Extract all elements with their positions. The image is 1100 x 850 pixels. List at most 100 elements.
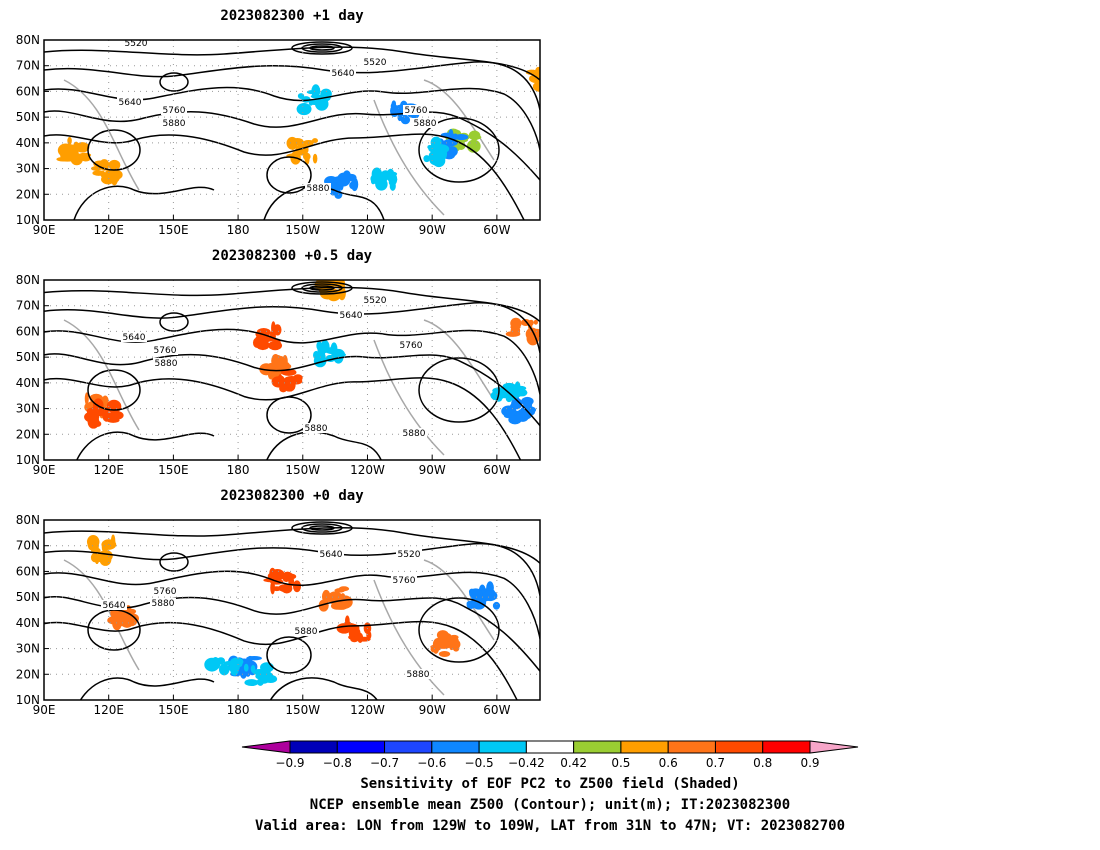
- lon-tick-label: 150W: [285, 703, 320, 717]
- sensitivity-shading: [542, 68, 550, 77]
- z500-contour: [266, 431, 382, 460]
- colorbar-tick-label: −0.5: [465, 756, 494, 770]
- sensitivity-shading: [257, 679, 264, 686]
- contour-label: 5520: [125, 39, 148, 49]
- z500-contour: [291, 281, 353, 295]
- lon-tick-label: 90E: [33, 223, 56, 237]
- lon-tick-label: 120W: [350, 703, 385, 717]
- lat-tick-label: 20N: [16, 427, 40, 441]
- contour-label: 5760: [393, 576, 416, 586]
- contour-label: 5880: [403, 429, 426, 439]
- contour-label: 5880: [414, 119, 437, 129]
- sensitivity-shading: [125, 616, 137, 627]
- lon-tick-label: 180: [227, 703, 250, 717]
- sensitivity-shading: [549, 84, 561, 95]
- sensitivity-shading: [330, 342, 338, 355]
- sensitivity-shading: [336, 352, 346, 357]
- contour-label: 5520: [364, 296, 387, 306]
- z500-contour: [73, 185, 215, 220]
- contour-label: 5640: [332, 69, 355, 79]
- contour-label: 5640: [123, 333, 146, 343]
- sensitivity-shading: [431, 144, 444, 156]
- lat-tick-label: 10N: [16, 693, 40, 707]
- sensitivity-shading: [432, 154, 446, 168]
- z500-contour: [44, 133, 525, 220]
- lon-tick-label: 150W: [285, 223, 320, 237]
- sensitivity-shading: [482, 590, 498, 602]
- panel-title: 2023082300 +0 day: [220, 488, 364, 504]
- sensitivity-shading: [388, 178, 394, 186]
- colorbar-max-arrow: [809, 740, 859, 754]
- colorbar-segment: [478, 740, 527, 754]
- sensitivity-shading: [292, 580, 302, 593]
- sensitivity-shading: [452, 644, 460, 652]
- colorbar-tick-label: 0.6: [659, 756, 678, 770]
- sensitivity-shading: [87, 536, 96, 551]
- panel-title: 2023082300 +0.5 day: [212, 248, 373, 264]
- contour-label: 5760: [405, 106, 428, 116]
- lat-tick-label: 70N: [16, 59, 40, 73]
- sensitivity-shading: [342, 273, 349, 278]
- lat-tick-label: 20N: [16, 667, 40, 681]
- sensitivity-shading: [111, 170, 123, 180]
- sensitivity-shading: [549, 83, 553, 93]
- sensitivity-shading: [348, 634, 355, 640]
- map-panel: 2023082300 +1 day 5520 5520 5640 5640 5760 576…: [16, 8, 561, 237]
- sensitivity-shading: [311, 85, 319, 99]
- lon-tick-label: 90W: [419, 463, 446, 477]
- sensitivity-shading: [503, 413, 514, 419]
- colorbar-segment: [762, 740, 811, 754]
- lon-tick-label: 120E: [93, 703, 124, 717]
- lon-tick-label: 150E: [158, 703, 189, 717]
- sensitivity-shading: [357, 632, 364, 643]
- sensitivity-shading: [336, 172, 351, 187]
- z500-contour: [301, 523, 343, 533]
- colorbar-tick-label: 0.8: [753, 756, 772, 770]
- lat-tick-label: 50N: [16, 110, 40, 124]
- sensitivity-shading: [218, 663, 230, 676]
- sensitivity-shading: [541, 79, 549, 89]
- sensitivity-shading: [264, 674, 278, 684]
- sensitivity-shading: [320, 340, 330, 353]
- sensitivity-shading: [204, 657, 220, 672]
- z500-contour: [266, 156, 312, 194]
- sensitivity-shading: [528, 74, 540, 84]
- z500-contour: [44, 86, 540, 151]
- lat-tick-label: 30N: [16, 642, 40, 656]
- sensitivity-shading: [70, 153, 83, 166]
- sensitivity-shading: [101, 541, 109, 553]
- contour-label: 5640: [340, 311, 363, 321]
- sensitivity-shading: [437, 636, 448, 649]
- lon-tick-label: 120E: [93, 463, 124, 477]
- sensitivity-shading: [302, 139, 315, 145]
- lat-tick-label: 10N: [16, 213, 40, 227]
- z500-contour: [301, 43, 343, 53]
- lat-tick-label: 80N: [16, 33, 40, 47]
- z500-contour: [44, 377, 522, 460]
- z500-contour: [159, 72, 189, 92]
- sensitivity-shading: [278, 373, 283, 384]
- contour-label: 5880: [307, 184, 330, 194]
- z500-contour: [44, 570, 540, 639]
- sensitivity-shading: [302, 152, 311, 161]
- sensitivity-shading: [308, 99, 314, 106]
- contour-label: 5640: [119, 98, 142, 108]
- z500-contour: [309, 45, 335, 51]
- sensitivity-shading: [544, 80, 548, 85]
- colorbar-min-arrow: [241, 740, 291, 754]
- sensitivity-shading: [286, 378, 295, 389]
- colorbar-tick-label: −0.7: [370, 756, 399, 770]
- panel-frame: [43, 519, 541, 701]
- z500-contour: [418, 357, 500, 423]
- lat-tick-label: 50N: [16, 590, 40, 604]
- z500-contour: [44, 110, 540, 181]
- colorbar-segment: [384, 740, 433, 754]
- sensitivity-shading: [111, 413, 117, 423]
- sensitivity-shading: [330, 602, 344, 610]
- sensitivity-shading: [296, 102, 312, 116]
- sensitivity-shading: [438, 650, 451, 658]
- sensitivity-shading: [244, 679, 259, 687]
- sensitivity-shading: [73, 141, 80, 153]
- contour-label: 5760: [400, 341, 423, 351]
